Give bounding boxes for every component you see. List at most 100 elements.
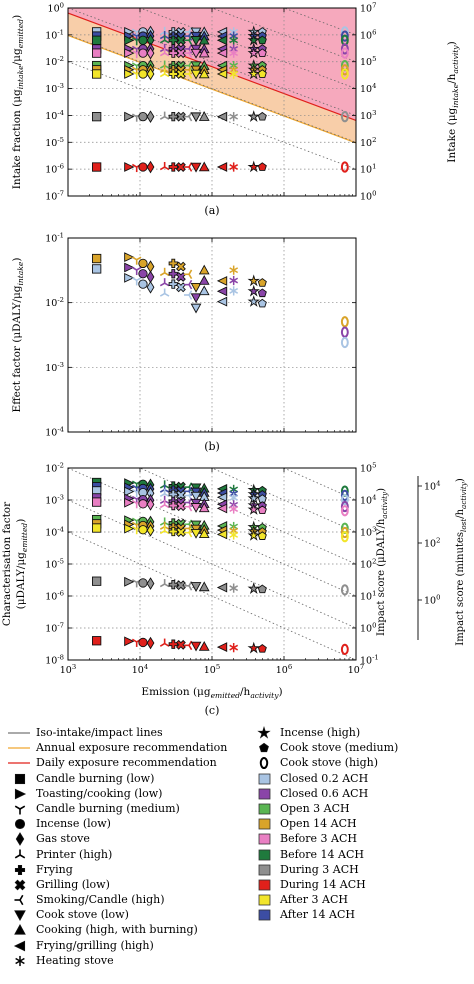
panel-caption: (a) bbox=[204, 204, 219, 217]
legend-line-entry-symbol bbox=[8, 747, 30, 749]
data-point bbox=[124, 35, 135, 46]
data-point bbox=[159, 579, 170, 588]
data-point bbox=[184, 279, 193, 290]
legend-color-entry: During 14 ACH bbox=[250, 877, 470, 892]
data-point bbox=[184, 111, 193, 122]
data-point bbox=[190, 282, 202, 293]
data-point bbox=[198, 502, 210, 513]
data-point bbox=[138, 269, 148, 279]
data-point bbox=[184, 162, 193, 172]
data-point bbox=[190, 528, 202, 539]
data-point bbox=[216, 162, 228, 172]
data-point bbox=[198, 640, 210, 651]
legend-marker-entry-label: Toasting/cooking (low) bbox=[36, 786, 163, 800]
data-point bbox=[216, 276, 228, 286]
legend-marker-entry-symbol bbox=[13, 940, 26, 951]
data-point bbox=[247, 46, 260, 59]
panel-b: 10-1 10-2 10-3 10-4 Effect factor (μDALY/μgi… bbox=[11, 232, 357, 453]
y-axis-label: Characterisation factor bbox=[1, 501, 13, 626]
y-right-tick-label: 104 bbox=[360, 494, 376, 507]
legend-color-entry: Open 14 ACH bbox=[250, 816, 470, 831]
y-tick-label: 10-4 bbox=[45, 526, 64, 539]
data-point bbox=[198, 274, 210, 285]
data-point bbox=[92, 523, 102, 533]
data-point bbox=[247, 295, 260, 307]
data-point bbox=[124, 69, 135, 79]
y-tick-label: 10-7 bbox=[45, 622, 64, 635]
data-point bbox=[124, 636, 135, 647]
legend-color-entry-symbol bbox=[258, 773, 271, 784]
legend-color-entry-symbol bbox=[258, 849, 271, 860]
data-point bbox=[124, 486, 135, 497]
y-tick-label: 10-1 bbox=[45, 28, 64, 41]
legend-color-entry-symbol bbox=[258, 864, 271, 876]
legend-color-entry-symbol bbox=[258, 879, 271, 891]
y-right-tick-label: 103 bbox=[360, 526, 376, 539]
legend-color-entry: After 14 ACH bbox=[250, 907, 470, 922]
legend-color-entry-symbol bbox=[258, 788, 271, 800]
legend-marker-entry: Cook stove (medium) bbox=[250, 740, 470, 755]
legend-marker-entry-label: Cooking (high, with burning) bbox=[36, 923, 198, 937]
legend-marker bbox=[14, 848, 26, 858]
data-point bbox=[216, 492, 228, 503]
legend-marker bbox=[14, 879, 26, 891]
y-axis-label-units: (μDALY/μgemitted​) bbox=[15, 519, 29, 610]
data-point bbox=[159, 638, 170, 647]
legend-left: Iso-intake/impact lines Annual exposure r… bbox=[6, 725, 246, 968]
data-point bbox=[175, 261, 186, 272]
data-point bbox=[190, 48, 202, 59]
data-point bbox=[168, 69, 178, 79]
data-point bbox=[229, 504, 239, 514]
data-point bbox=[190, 293, 202, 304]
data-point bbox=[340, 68, 349, 80]
data-point bbox=[257, 48, 267, 57]
legend-marker bbox=[14, 819, 26, 830]
data-point bbox=[175, 271, 186, 282]
y-right-tick-label: 102 bbox=[360, 136, 376, 149]
y-tick-label: 10-4 bbox=[45, 109, 64, 122]
data-point bbox=[138, 578, 148, 588]
plot-frame bbox=[67, 7, 357, 197]
legend-marker-entry-label: Incense (high) bbox=[280, 726, 361, 739]
data-point bbox=[159, 68, 170, 78]
legend-marker-entry: Frying/grilling (high) bbox=[6, 938, 246, 953]
y-tick-label: 10-2 bbox=[45, 462, 64, 475]
legend-color-entry-label: During 3 ACH bbox=[280, 862, 359, 876]
legend-color-entry: Closed 0.2 ACH bbox=[250, 771, 470, 786]
legend-line-entry-symbol bbox=[8, 762, 30, 764]
data-point bbox=[198, 264, 210, 275]
data-point bbox=[92, 162, 102, 172]
legend-color-entry: After 3 ACH bbox=[250, 892, 470, 907]
iso-line bbox=[68, 531, 356, 660]
legend-right: Incense (high) Cook stove (medium) Cook st… bbox=[250, 725, 470, 922]
y-right-axis-label: Impact score (μDALY/hactivity​) bbox=[376, 488, 389, 636]
y-tick-label: 10-3 bbox=[45, 361, 64, 374]
data-point bbox=[159, 111, 170, 120]
legend-marker-entry-symbol bbox=[257, 725, 271, 739]
y-right-tick-label: 100 bbox=[360, 190, 376, 203]
data-point bbox=[175, 580, 186, 591]
data-point bbox=[229, 583, 239, 593]
data-point bbox=[257, 278, 267, 287]
data-point bbox=[257, 584, 267, 594]
data-point bbox=[257, 162, 267, 171]
data-point bbox=[216, 642, 228, 652]
y-tick-label: 10-2 bbox=[45, 296, 64, 309]
legend-marker-entry-label: Cook stove (medium) bbox=[280, 741, 399, 755]
data-point bbox=[124, 523, 135, 534]
y-right2-tick-label: 102 bbox=[424, 537, 440, 550]
data-point bbox=[190, 303, 202, 314]
legend-marker-entry-symbol bbox=[15, 832, 25, 847]
y-tick-label: 10-4 bbox=[45, 426, 64, 439]
y-tick-label: 10-5 bbox=[45, 558, 64, 571]
data-point bbox=[138, 35, 148, 45]
legend-color-entry-symbol bbox=[258, 818, 271, 830]
data-point bbox=[146, 636, 155, 650]
data-point bbox=[124, 497, 135, 508]
legend-marker bbox=[259, 757, 269, 770]
panel-c-points bbox=[92, 477, 349, 655]
legend-marker-entry: Incense (low) bbox=[6, 816, 246, 831]
x-tick-label: 106 bbox=[276, 663, 292, 676]
data-point bbox=[229, 35, 239, 45]
